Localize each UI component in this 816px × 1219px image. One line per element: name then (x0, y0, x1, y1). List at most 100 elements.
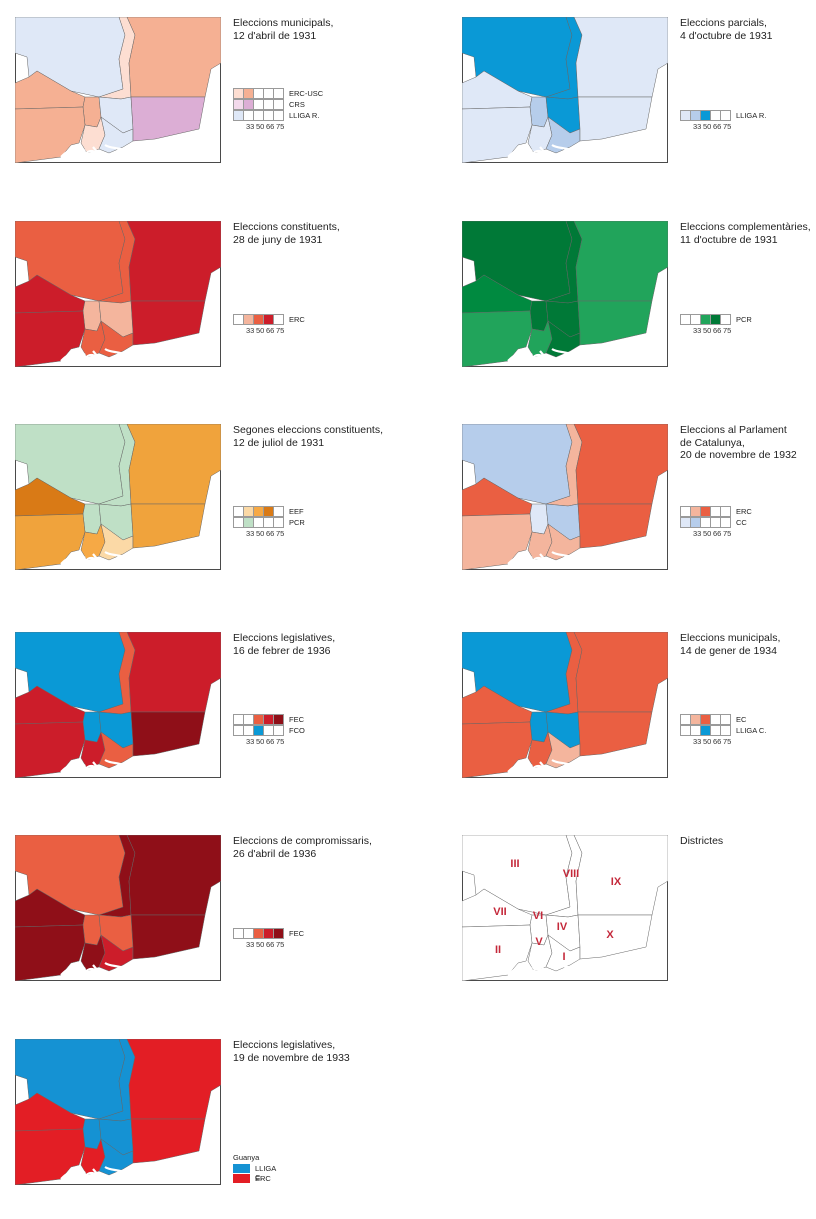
election-panel: Eleccions legislatives, 16 de febrer de … (15, 632, 415, 812)
legend-label: LLIGA R. (736, 111, 767, 120)
district-X (130, 914, 206, 960)
district-IX (126, 632, 221, 713)
legend-label: FEC (289, 715, 304, 724)
district-map (462, 17, 668, 163)
district-I (545, 934, 581, 972)
legend-tick: 33 (693, 529, 702, 538)
district-IX (126, 424, 221, 505)
legend-swatch (720, 110, 731, 121)
legend-tick: 33 (246, 529, 255, 538)
election-panel: Eleccions municipals, 12 d'abril de 1931… (15, 17, 415, 197)
legend-tick: 33 (246, 122, 255, 131)
legend-tick: 50 (256, 326, 265, 335)
district-map (15, 17, 221, 163)
legend-swatch (273, 110, 284, 121)
winner-label: LLIGA C. (255, 1164, 276, 1182)
district-IX (126, 17, 221, 98)
district-I (98, 934, 134, 972)
legend-tick: 50 (703, 529, 712, 538)
winner-label: ERC (255, 1174, 271, 1183)
district-II (15, 310, 86, 367)
legend-tick: 75 (276, 737, 285, 746)
district-label: I (562, 951, 565, 963)
legend-tick: 66 (266, 737, 275, 746)
legend-swatch (273, 928, 284, 939)
district-I (98, 731, 134, 769)
legend-label: ERC (289, 315, 305, 324)
district-VI (82, 96, 102, 128)
legend-tick: 33 (246, 326, 255, 335)
legend-tick: 66 (266, 529, 275, 538)
winner-title: Guanya (233, 1153, 260, 1162)
panel-title: Eleccions de compromissaris, 26 d'abril … (233, 835, 372, 860)
port-outline (60, 1166, 126, 1182)
legend-tick: 75 (723, 737, 732, 746)
district-II (462, 513, 533, 570)
legend-tick: 66 (713, 326, 722, 335)
legend-tick: 66 (266, 940, 275, 949)
district-X (130, 300, 206, 346)
legend-tick: 75 (723, 326, 732, 335)
legend-tick: 50 (256, 940, 265, 949)
district-I (545, 523, 581, 561)
legend-tick: 66 (713, 529, 722, 538)
panel-title: Districtes (680, 835, 724, 847)
panel-title: Eleccions al Parlament de Catalunya, 20 … (680, 424, 797, 461)
legend-label: CRS (289, 100, 305, 109)
district-I (98, 1138, 134, 1176)
district-VI (529, 711, 549, 743)
district-VI (82, 914, 102, 946)
port-outline (507, 348, 573, 364)
district-X (577, 300, 653, 346)
election-panel: Eleccions de compromissaris, 26 d'abril … (15, 835, 415, 1015)
district-I (545, 116, 581, 154)
panel-title: Segones eleccions constituents, 12 de ju… (233, 424, 384, 449)
district-VI (529, 300, 549, 332)
legend-label: ERC (736, 507, 752, 516)
legend-label: PCR (736, 315, 752, 324)
legend-swatch (273, 714, 284, 725)
district-label: II (495, 944, 501, 956)
district-map (15, 221, 221, 367)
district-IX (573, 835, 668, 916)
district-II (15, 106, 86, 163)
district-label: IV (557, 921, 568, 933)
district-VI (82, 300, 102, 332)
district-VI (82, 711, 102, 743)
election-panel: III VIII IX VII VI IV II V I X Districtes (462, 835, 816, 1015)
legend-swatch (720, 725, 731, 736)
legend-label: PCR (289, 518, 305, 527)
port-outline (507, 759, 573, 775)
winner-swatch (233, 1174, 250, 1183)
district-IX (126, 221, 221, 302)
panel-title: Eleccions municipals, 14 de gener de 193… (680, 632, 781, 657)
district-II (462, 924, 533, 981)
election-panel: Eleccions legislatives, 19 de novembre d… (15, 1039, 415, 1219)
district-VI (529, 96, 549, 128)
port-outline (507, 144, 573, 160)
legend-label: LLIGA R. (289, 111, 320, 120)
district-I (545, 320, 581, 358)
legend-tick: 33 (693, 737, 702, 746)
legend-swatch (720, 714, 731, 725)
district-X (577, 914, 653, 960)
panel-title: Eleccions parcials, 4 d'octubre de 1931 (680, 17, 773, 42)
election-panel: Eleccions al Parlament de Catalunya, 20 … (462, 424, 816, 604)
legend-tick: 75 (276, 122, 285, 131)
district-X (130, 96, 206, 142)
legend-tick: 50 (256, 122, 265, 131)
legend-label: ERC-USC (289, 89, 324, 98)
district-II (15, 721, 86, 778)
legend-tick: 66 (713, 122, 722, 131)
district-map (15, 1039, 221, 1185)
legend-label: EEF (289, 507, 304, 516)
legend-label: FCO (289, 726, 305, 735)
district-X (130, 711, 206, 757)
legend-tick: 50 (703, 122, 712, 131)
district-X (130, 503, 206, 549)
district-VI (82, 503, 102, 535)
district-VI (529, 503, 549, 535)
legend-tick: 75 (276, 940, 285, 949)
port-outline (60, 551, 126, 567)
